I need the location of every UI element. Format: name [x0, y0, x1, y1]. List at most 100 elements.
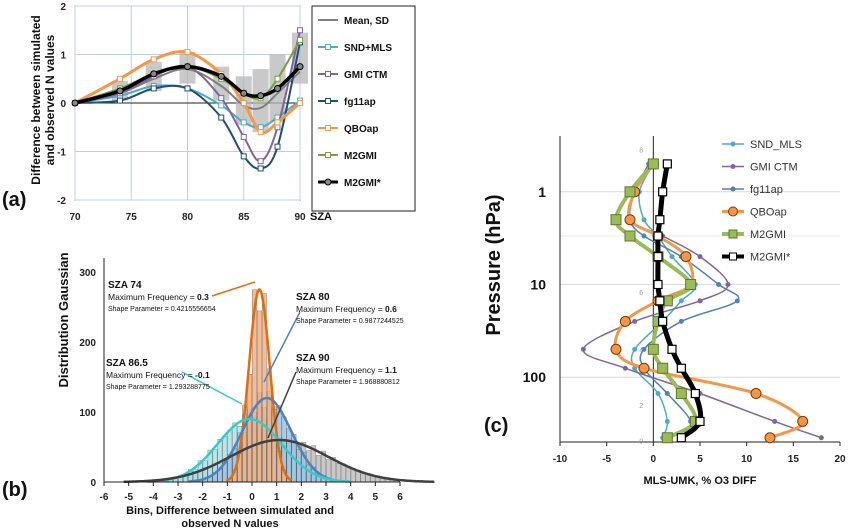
chart-c-legend-marker: [728, 229, 738, 239]
chart-c-legend-marker: [728, 206, 738, 217]
chart-c-point: [610, 214, 622, 226]
chart-b-x-tick: 3: [323, 492, 329, 503]
chart-b-x-tick: -4: [149, 492, 158, 503]
chart-a-x-label: SZA: [310, 211, 332, 223]
chart-b-bar: [350, 468, 356, 483]
chart-b-y-tick: 100: [79, 408, 96, 419]
chart-a-y-tick: 1: [60, 51, 66, 62]
chart-c-point: [658, 316, 668, 326]
chart-b-bar: [335, 463, 341, 483]
chart-a-x-tick: 70: [69, 212, 81, 223]
chart-c-point: [653, 279, 663, 290]
freq-label: Maximum Frequency =: [296, 304, 385, 314]
chart-b-curve-sza-90: [123, 438, 435, 483]
chart-c-legend-label: QBOap: [750, 207, 787, 219]
chart-b-x-tick: -1: [223, 492, 232, 503]
chart-a-legend-marker: [325, 98, 331, 104]
chart-b-x-tick: 1: [274, 492, 280, 503]
chart-c-x-tick: 5: [697, 454, 703, 465]
chart-c-point: [658, 187, 668, 197]
chart-b-annotation-leader: [263, 311, 301, 383]
chart-a-legend-label: M2GMI*: [344, 178, 381, 189]
panel-label-c: (c): [484, 415, 508, 437]
chart-a-point: [257, 129, 264, 136]
chart-a-y-tick: 0: [60, 99, 66, 110]
chart-b-x-tick: -6: [100, 492, 109, 503]
chart-b-x-tick: -5: [124, 492, 133, 503]
chart-b-annotation-shape: Shape Parameter = 0.9877244525: [296, 318, 404, 325]
chart-c-point: [664, 418, 670, 424]
chart-c-inner-tick: 0: [639, 438, 643, 445]
chart-a-point: [240, 89, 248, 97]
chart-c-y-tick: 100: [523, 369, 547, 385]
chart-c-point: [632, 318, 638, 324]
chart-a-point: [150, 56, 157, 63]
chart-c-point: [664, 391, 670, 397]
chart-b-x-label-1: Bins, Difference between simulated and: [126, 505, 334, 517]
chart-c-point: [772, 418, 778, 424]
chart-b-y-tick: 200: [79, 338, 96, 349]
chart-b-annotation-frequency: Maximum Frequency = -0.1: [106, 370, 210, 380]
chart-c-legend-marker: [729, 252, 737, 261]
chart-b-bar: [345, 466, 351, 483]
freq-label: Maximum Frequency =: [296, 365, 385, 375]
chart-a-point: [218, 102, 225, 109]
panel-label-a: (a): [2, 189, 26, 211]
chart-c-point: [580, 346, 586, 352]
chart-a-point: [217, 72, 225, 80]
chart-a-legend-marker: [325, 125, 331, 131]
chart-c-x-tick: 15: [788, 454, 800, 465]
chart-c-point: [818, 435, 824, 441]
chart-a-legend-marker: [325, 71, 331, 77]
chart-c-point: [624, 214, 636, 226]
chart-c-x-tick: -5: [602, 454, 611, 465]
chart-c-legend-marker: [730, 164, 736, 169]
chart-c-x-tick: 10: [741, 454, 753, 465]
chart-a-point: [240, 100, 247, 106]
chart-c-point: [622, 365, 628, 371]
chart-a-legend-box: [311, 5, 416, 212]
chart-c-point: [662, 159, 672, 169]
chart-c-point: [676, 363, 686, 373]
chart-a-point: [116, 87, 124, 95]
chart-c-point: [641, 217, 647, 223]
chart-a-legend-label: GMI CTM: [344, 70, 387, 81]
chart-a-point: [274, 143, 281, 150]
chart-b-y-tick: 300: [79, 268, 96, 279]
chart-a-legend-marker: [325, 44, 331, 50]
chart-b-x-tick: -2: [198, 492, 207, 503]
freq-label: Maximum Frequency =: [108, 292, 197, 302]
chart-a-legend-label: M2GMI: [344, 151, 377, 162]
freq-value: 0.6: [385, 304, 397, 314]
chart-b-curve-sza-80: [188, 396, 345, 483]
chart-c-point: [680, 251, 692, 263]
chart-c-y-label: Pressure (hPa): [483, 194, 505, 335]
chart-c-point: [764, 432, 776, 444]
chart-a-point: [297, 100, 303, 106]
chart-a-y-tick: -1: [57, 148, 66, 159]
freq-label: Maximum Frequency =: [106, 370, 195, 380]
chart-a-y-label-1: Difference between simulated: [29, 15, 43, 184]
chart-a-point: [257, 158, 264, 165]
chart-c-legend-label: SND_MLS: [750, 139, 802, 151]
chart-a-point: [218, 95, 225, 102]
chart-a-point: [184, 63, 191, 71]
chart-a-y-tick: 2: [60, 2, 66, 13]
chart-c-point: [647, 158, 659, 170]
chart-c-point: [685, 279, 697, 291]
chart-c-point: [669, 254, 675, 260]
chart-b-y-tick: 0: [90, 478, 96, 489]
chart-c-point: [695, 416, 705, 427]
chart-b-annotation-frequency: Maximum Frequency = 0.3: [108, 292, 209, 302]
chart-c-point: [632, 346, 638, 352]
chart-a-y-label-2: and observed N values: [43, 34, 57, 165]
chart-a-legend-marker: [324, 178, 332, 186]
chart-c-point: [653, 231, 663, 241]
chart-b-annotation-leader: [267, 371, 297, 439]
chart-b-annotation-shape: Shape Parameter = 1.293288775: [106, 384, 210, 391]
chart-b-x-tick: 6: [397, 492, 403, 503]
chart-a-point: [218, 114, 225, 121]
chart-a-point: [274, 75, 281, 82]
